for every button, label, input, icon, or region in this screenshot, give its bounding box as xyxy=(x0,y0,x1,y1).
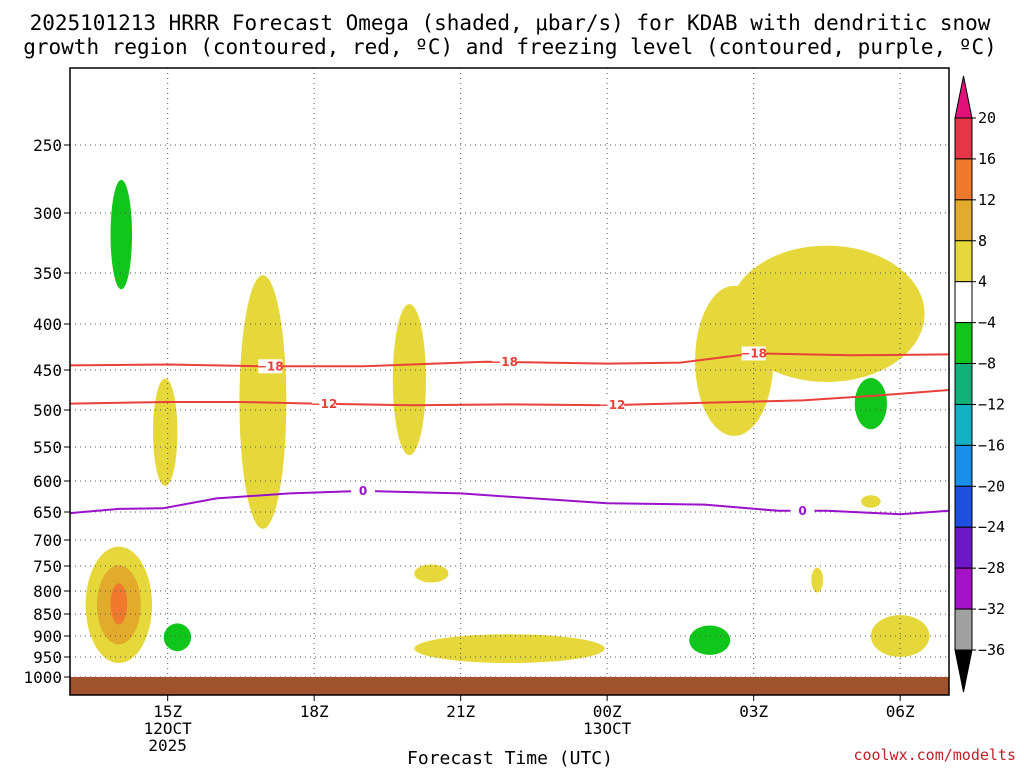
plot-frame xyxy=(69,67,950,696)
ytick-label-500: 500 xyxy=(33,401,62,420)
ytick-label-950: 950 xyxy=(33,648,62,667)
contour-label-bg-dgz-minus12-0 xyxy=(311,396,336,411)
shade-yellow-770 xyxy=(811,567,824,593)
contour-label-dgz-minus18-0: −18 xyxy=(257,359,284,373)
ground-layer xyxy=(70,677,949,695)
colorbar-swatch-5 xyxy=(954,322,973,365)
shade-green-900-early xyxy=(163,623,192,652)
ytick-label-800: 800 xyxy=(33,582,62,601)
xtick-year-15Z: 2025 xyxy=(148,736,187,755)
ytick-label-350: 350 xyxy=(33,264,62,283)
shade-green-500-late xyxy=(854,377,887,430)
colorbar-swatch-0 xyxy=(954,117,973,160)
contour-label-bg-freezing-level-1 xyxy=(790,503,815,518)
ytick-label-750: 750 xyxy=(33,557,62,576)
colorbar-label-6: −8 xyxy=(978,355,996,373)
ytick-label-900: 900 xyxy=(33,627,62,646)
shade-yellow-760 xyxy=(414,564,449,583)
y-axis-ticks: 250 300 350 400 450 500 550 600 650 700 750 800 850 9… xyxy=(23,136,70,687)
contour-label-freezing-level-1: 0 xyxy=(798,504,806,518)
chart-title-line-1: 2025101213 HRRR Forecast Omega (shaded, … xyxy=(30,11,991,35)
ground-fill xyxy=(70,677,949,695)
ytick-label-250: 250 xyxy=(33,136,62,155)
colorbar-label-8: −16 xyxy=(978,436,1005,454)
colorbar-label-9: −20 xyxy=(978,477,1005,495)
chart-title-line-2: growth region (contoured, red, ºC) and f… xyxy=(23,35,997,59)
colorbar-label-2: 12 xyxy=(978,191,996,209)
colorbar-top-arrow xyxy=(954,75,973,119)
contour-label-bg-dgz-minus18-2 xyxy=(741,346,766,361)
x-axis-label: Forecast Time (UTC) xyxy=(407,748,613,768)
contour-label-dgz-minus12-0: −12 xyxy=(311,397,338,411)
colorbar: 20 16 12 8 4 −4 −8 −12 −16 −20 −24 −28 −32 −36 xyxy=(954,75,1005,693)
colorbar-label-11: −28 xyxy=(978,559,1005,577)
colorbar-swatch-10 xyxy=(954,526,973,569)
colorbar-label-1: 16 xyxy=(978,150,996,168)
ytick-label-650: 650 xyxy=(33,503,62,522)
omega-shaded-regions xyxy=(85,179,930,663)
colorbar-swatch-4 xyxy=(954,281,973,324)
xtick-label-00Z: 00Z xyxy=(593,702,622,721)
colorbar-swatch-8 xyxy=(954,444,973,487)
colorbar-label-7: −12 xyxy=(978,395,1005,413)
colorbar-swatch-6 xyxy=(954,363,973,405)
ytick-label-1000: 1000 xyxy=(23,668,62,687)
xtick-label-18Z: 18Z xyxy=(300,702,329,721)
contour-label-bg-dgz-minus18-0 xyxy=(258,359,283,374)
colorbar-label-0: 20 xyxy=(978,109,996,127)
shade-yellow-late-upper xyxy=(729,245,925,382)
credit-text: coolwx.com/modelts xyxy=(853,746,1016,764)
colorbar-label-13: −36 xyxy=(978,641,1005,659)
colorbar-label-10: −24 xyxy=(978,518,1005,536)
ytick-label-700: 700 xyxy=(33,531,62,550)
colorbar-bottom-arrow xyxy=(954,649,973,693)
contour-label-bg-dgz-minus18-1 xyxy=(492,355,517,370)
colorbar-label-12: −32 xyxy=(978,600,1005,618)
colorbar-swatch-12 xyxy=(954,608,973,651)
shade-yellow-630 xyxy=(861,495,881,508)
colorbar-swatch-9 xyxy=(954,485,973,528)
contour-dgz-minus18 xyxy=(69,352,950,368)
contour-label-bg-dgz-minus12-1 xyxy=(600,398,625,413)
contour-dgz-minus12 xyxy=(69,389,950,407)
contour-label-freezing-level-0: 0 xyxy=(359,484,367,498)
shade-yellow-late-column xyxy=(695,285,774,436)
colorbar-label-3: 8 xyxy=(978,232,987,250)
colorbar-label-4: 4 xyxy=(978,273,987,291)
xtick-label-03Z: 03Z xyxy=(739,702,768,721)
xtick-date-00Z: 13OCT xyxy=(583,719,632,738)
ytick-label-850: 850 xyxy=(33,605,62,624)
ytick-label-600: 600 xyxy=(33,472,62,491)
colorbar-swatch-11 xyxy=(954,567,973,610)
xtick-label-21Z: 21Z xyxy=(446,702,475,721)
shade-green-900-late xyxy=(689,625,731,655)
shade-yellow-930 xyxy=(414,634,605,663)
colorbar-swatch-1 xyxy=(954,158,973,201)
ytick-label-550: 550 xyxy=(33,438,62,457)
colorbar-swatch-3 xyxy=(954,240,973,283)
xtick-date-15Z: 12OCT xyxy=(144,719,193,738)
colorbar-label-5: −4 xyxy=(978,314,996,332)
shade-yellow-500 xyxy=(153,378,178,486)
xtick-label-15Z: 15Z xyxy=(153,702,182,721)
xtick-label-06Z: 06Z xyxy=(886,702,915,721)
contour-lines: −18 −18 −18 −12 −12 0 0 xyxy=(69,346,950,518)
shade-yellow-20z xyxy=(392,304,426,456)
shade-darkorange-early-low xyxy=(110,583,128,625)
ytick-label-450: 450 xyxy=(33,361,62,380)
contour-freezing-level xyxy=(69,489,950,516)
contour-label-dgz-minus12-1: −12 xyxy=(599,398,626,412)
shade-green-300 xyxy=(110,179,133,290)
colorbar-swatch-2 xyxy=(954,199,973,242)
contour-label-dgz-minus18-2: −18 xyxy=(740,346,767,360)
ytick-label-400: 400 xyxy=(33,315,62,334)
contour-label-dgz-minus18-1: −18 xyxy=(491,355,518,369)
colorbar-swatch-7 xyxy=(954,403,973,446)
contour-label-bg-freezing-level-0 xyxy=(351,483,375,498)
ytick-label-300: 300 xyxy=(33,204,62,223)
